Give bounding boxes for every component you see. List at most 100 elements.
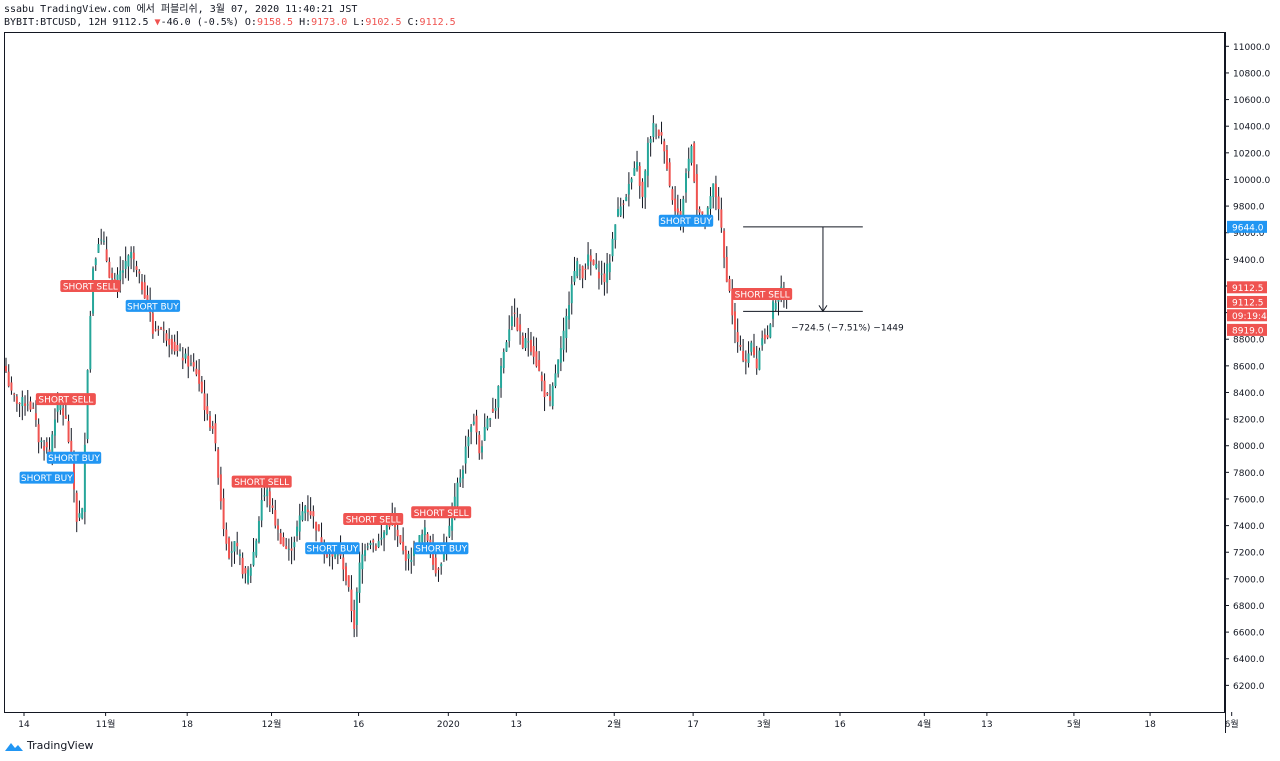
candle-body	[418, 535, 421, 545]
candle-body	[519, 324, 522, 332]
candle-body	[744, 359, 747, 362]
candle-body	[361, 554, 364, 570]
candle-body	[301, 511, 304, 521]
signal-badge	[658, 214, 714, 227]
candle-body	[40, 440, 43, 442]
candle-body	[15, 396, 18, 404]
candle-body	[179, 349, 182, 351]
candle-body	[407, 553, 410, 559]
signal-label: SHORT SELL	[735, 290, 790, 300]
candle-body	[377, 541, 380, 547]
change-arrow: ▼	[154, 17, 161, 28]
candle-body	[252, 551, 255, 566]
candle-body	[682, 199, 685, 219]
candle-body	[665, 150, 668, 169]
candle-body	[608, 262, 611, 273]
candle-body	[551, 385, 554, 407]
candle-body	[494, 407, 497, 411]
candle-body	[238, 553, 241, 557]
price-tick-label: 9400.0	[1233, 256, 1265, 266]
time-tick-label: 18	[181, 720, 193, 730]
candle-body	[260, 500, 263, 521]
price-axis[interactable]: 11000.0 10800.0 10600.0 10400.0 10200.0 10000…	[1225, 43, 1270, 692]
candle-body	[690, 146, 693, 163]
candle-body	[151, 313, 154, 334]
candle-body	[472, 421, 475, 425]
time-tick-label: 16	[353, 720, 365, 730]
signal-badge	[60, 279, 121, 292]
candle-body	[652, 123, 655, 137]
price-tick-label: 6400.0	[1233, 655, 1265, 665]
candle-body	[287, 548, 290, 550]
candle-body	[529, 339, 532, 352]
candle-body	[154, 329, 157, 331]
price-label-text: 9644.0	[1232, 223, 1264, 233]
candles	[5, 115, 788, 638]
time-axis[interactable]: 14 11월 18 12월 16 2020 13 2월 17 3월 16 4월 13 5월 18 6월	[18, 712, 1239, 730]
candle-body	[728, 279, 731, 291]
close-label: C:	[407, 17, 420, 28]
candle-body	[119, 270, 122, 280]
candle-body	[70, 440, 73, 454]
short-sell-signal: SHORT SELL	[411, 506, 472, 519]
candle-body	[733, 311, 736, 330]
candle-body	[29, 401, 32, 410]
signal-label: SHORT SELL	[234, 478, 289, 488]
candle-body	[747, 353, 750, 363]
candle-body	[432, 547, 435, 565]
candle-body	[766, 335, 769, 338]
short-buy-signal: SHORT BUY	[414, 542, 469, 555]
low-value: 9102.5	[365, 17, 402, 28]
candle-body	[451, 516, 454, 531]
candle-body	[62, 408, 65, 416]
candle-body	[347, 575, 350, 588]
price-labels: 9644.0 9112.5 9112.5 09:19:40 8919.0	[1227, 220, 1273, 336]
candle-body	[206, 406, 209, 415]
price-tick-label: 6600.0	[1233, 629, 1265, 639]
price-label-badge	[1227, 309, 1267, 322]
candle-body	[456, 482, 459, 507]
candle-body	[769, 324, 772, 338]
short-buy-signal: SHORT BUY	[658, 214, 714, 227]
candle-body	[146, 295, 149, 301]
candle-body	[622, 203, 625, 205]
candle-body	[43, 446, 46, 451]
candle-body	[527, 341, 530, 343]
signal-label: SHORT SELL	[346, 515, 401, 525]
candle-body	[709, 196, 712, 209]
candle-body	[627, 183, 630, 195]
measure-tool[interactable]: −724.5 (−7.51%) −1449	[743, 226, 904, 334]
candle-body	[97, 244, 100, 253]
candle-body	[742, 350, 745, 361]
candle-body	[772, 301, 775, 319]
tradingview-branding[interactable]: TradingView	[4, 739, 93, 752]
time-tick-label: 3월	[757, 718, 771, 730]
candle-body	[630, 178, 633, 183]
candle-body	[592, 259, 595, 266]
symbol-name[interactable]: BYBIT:BTCUSD, 12H	[4, 17, 107, 28]
candle-body	[355, 591, 358, 625]
candle-body	[181, 357, 184, 361]
candle-body	[448, 525, 451, 537]
time-tick-label: 13	[981, 720, 992, 730]
candle-body	[595, 264, 598, 269]
candle-body	[64, 415, 67, 419]
time-tick-label: 17	[687, 720, 698, 730]
candle-body	[100, 239, 103, 241]
candle-body	[540, 375, 543, 382]
candle-body	[723, 230, 726, 258]
candle-body	[268, 491, 271, 506]
price-tick-label: 7400.0	[1233, 522, 1265, 532]
candle-body	[222, 498, 225, 530]
candle-body	[695, 173, 698, 210]
candle-body	[67, 421, 70, 443]
candle-body	[603, 273, 606, 283]
candle-body	[657, 129, 660, 136]
candle-body	[633, 168, 636, 176]
plot-frame	[4, 32, 1225, 713]
short-buy-signal: SHORT BUY	[305, 542, 360, 555]
candle-body	[366, 546, 369, 548]
candle-body	[655, 125, 658, 127]
candle-body	[162, 329, 165, 331]
